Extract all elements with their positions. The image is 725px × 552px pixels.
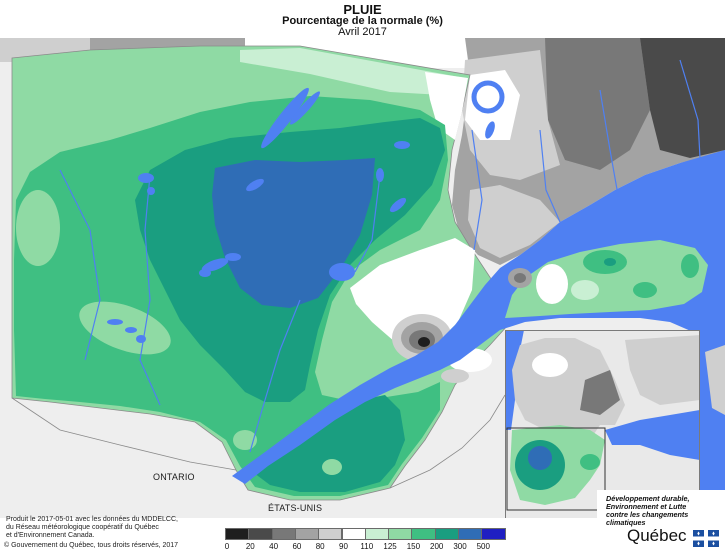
legend-label: 20 xyxy=(245,542,255,551)
lake xyxy=(261,87,309,149)
lake xyxy=(485,121,495,139)
legend-label: 40 xyxy=(269,542,279,551)
logo-wordmark: Québec xyxy=(627,526,687,545)
inset-south-blue xyxy=(528,446,552,470)
precip-zone-light-band-west xyxy=(16,190,60,266)
legend-swatch xyxy=(364,528,390,540)
inset-map xyxy=(506,331,699,519)
river-and-gulf xyxy=(232,150,725,484)
inset-zone-dark xyxy=(580,370,620,415)
precip-zone-peninsula-dark xyxy=(514,273,526,283)
reservoir-ring xyxy=(471,80,505,114)
legend-swatch xyxy=(225,528,250,540)
stream xyxy=(59,169,101,361)
legend-label: 110 xyxy=(360,542,374,551)
credits: Produit le 2017-05-01 avec les données d… xyxy=(6,516,178,540)
precip-zone-light-spot xyxy=(233,430,257,450)
stream xyxy=(679,59,701,159)
border-line xyxy=(389,394,506,489)
stream xyxy=(139,174,161,406)
legend-label: 90 xyxy=(339,542,348,551)
inset-zone-white xyxy=(532,353,568,377)
lake xyxy=(225,253,241,261)
precip-zone-peninsula-pale xyxy=(571,280,599,300)
fleur-de-lis-icon xyxy=(712,531,715,536)
legend-swatch xyxy=(411,528,436,540)
logo-line: contre les changements xyxy=(606,510,689,519)
precip-zone-peninsula-green xyxy=(681,254,699,278)
stream xyxy=(599,89,619,196)
legend-label: 500 xyxy=(476,542,490,551)
stream xyxy=(471,129,483,251)
legend-label: 0 xyxy=(224,542,230,551)
fleur-de-lis-icon xyxy=(712,541,715,546)
map-period: Avril 2017 xyxy=(338,26,387,38)
region-label-ontario: ONTARIO xyxy=(153,472,195,482)
fleur-de-lis-icon xyxy=(697,531,700,536)
map-title: PLUIE xyxy=(343,2,382,17)
fleur-de-lis-icon xyxy=(697,541,700,546)
lake xyxy=(329,263,355,281)
inset-south-green xyxy=(580,454,600,470)
precip-zone-dry-core xyxy=(418,337,430,347)
lake xyxy=(138,173,154,183)
logo-line: Environnement et Lutte xyxy=(606,502,687,511)
credits-line: et d'Environnement Canada. xyxy=(6,532,95,539)
inset-land-east xyxy=(625,335,699,405)
legend-swatch xyxy=(481,528,506,540)
lake xyxy=(389,197,407,213)
lake xyxy=(107,319,123,325)
legend-swatch xyxy=(341,528,366,540)
flag-cross-horizontal xyxy=(693,536,719,541)
precip-zone-light-spot xyxy=(322,459,342,475)
copyright-notice: © Gouvernement du Québec, tous droits ré… xyxy=(4,542,179,549)
map-subtitle: Pourcentage de la normale (%) xyxy=(282,15,443,27)
inset-gulf xyxy=(605,410,699,460)
logo-line: climatiques xyxy=(606,518,646,527)
legend-label: 60 xyxy=(292,542,302,551)
precip-zone-south-shore-grey xyxy=(441,369,469,383)
lake xyxy=(394,141,410,149)
precip-zone-top-white xyxy=(425,72,468,140)
precip-zone-teal-south xyxy=(250,395,405,492)
lake xyxy=(199,269,211,277)
legend-swatch xyxy=(294,528,320,540)
lake xyxy=(289,91,321,125)
lake xyxy=(125,327,137,333)
credits-line: du Réseau météorologique coopératif du Q… xyxy=(6,524,159,531)
stream xyxy=(249,299,301,453)
precip-zone-north-east-dark xyxy=(545,38,650,170)
legend-label: 80 xyxy=(315,542,325,551)
legend-swatch xyxy=(318,528,343,540)
precip-zone-peninsula-green xyxy=(633,282,657,298)
lake xyxy=(246,178,264,192)
legend-label: 300 xyxy=(453,542,467,551)
legend-swatch xyxy=(271,528,296,540)
legend-label: 150 xyxy=(406,542,421,551)
legend-swatch xyxy=(248,528,273,540)
precip-zone-north-shore-grey xyxy=(468,185,560,258)
inset-focus-frame xyxy=(506,427,606,511)
stream xyxy=(539,129,561,223)
color-legend: 0 20 40 60 80 90 110 125 150 200 300 500 xyxy=(225,528,510,552)
lake xyxy=(201,258,229,272)
land-east xyxy=(705,345,725,415)
precip-zone-peninsula-teal xyxy=(604,258,616,266)
legend-label: 200 xyxy=(430,542,444,551)
precip-zone-peninsula-white xyxy=(536,264,568,304)
flag-icon xyxy=(693,530,719,547)
logo-line: Développement durable, xyxy=(606,494,690,503)
legend-swatch xyxy=(388,528,413,540)
government-logo: Développement durable, Environnement et … xyxy=(597,490,725,552)
border-line xyxy=(11,397,237,471)
credits-line: Produit le 2017-05-01 avec les données d… xyxy=(6,516,178,523)
legend-swatch xyxy=(458,528,483,540)
legend-label: 125 xyxy=(383,542,397,551)
precip-zone-north-east-darkest xyxy=(640,38,725,158)
stream xyxy=(354,174,381,273)
legend-swatch xyxy=(434,528,459,540)
precip-zone-top-pale xyxy=(240,48,465,96)
region-label-usa: ÉTATS-UNIS xyxy=(268,503,323,513)
